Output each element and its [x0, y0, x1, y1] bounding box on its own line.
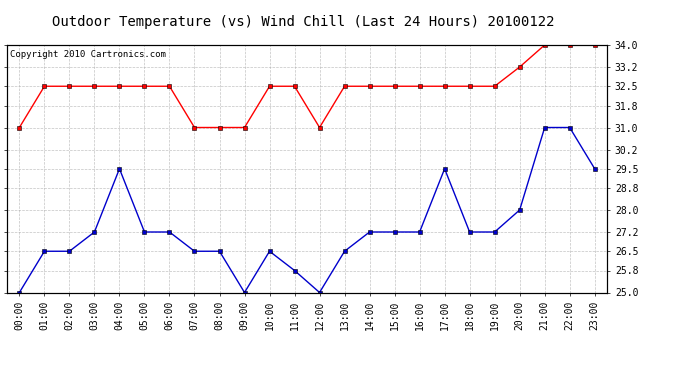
Text: Outdoor Temperature (vs) Wind Chill (Last 24 Hours) 20100122: Outdoor Temperature (vs) Wind Chill (Las… — [52, 15, 555, 29]
Text: Copyright 2010 Cartronics.com: Copyright 2010 Cartronics.com — [10, 50, 166, 59]
